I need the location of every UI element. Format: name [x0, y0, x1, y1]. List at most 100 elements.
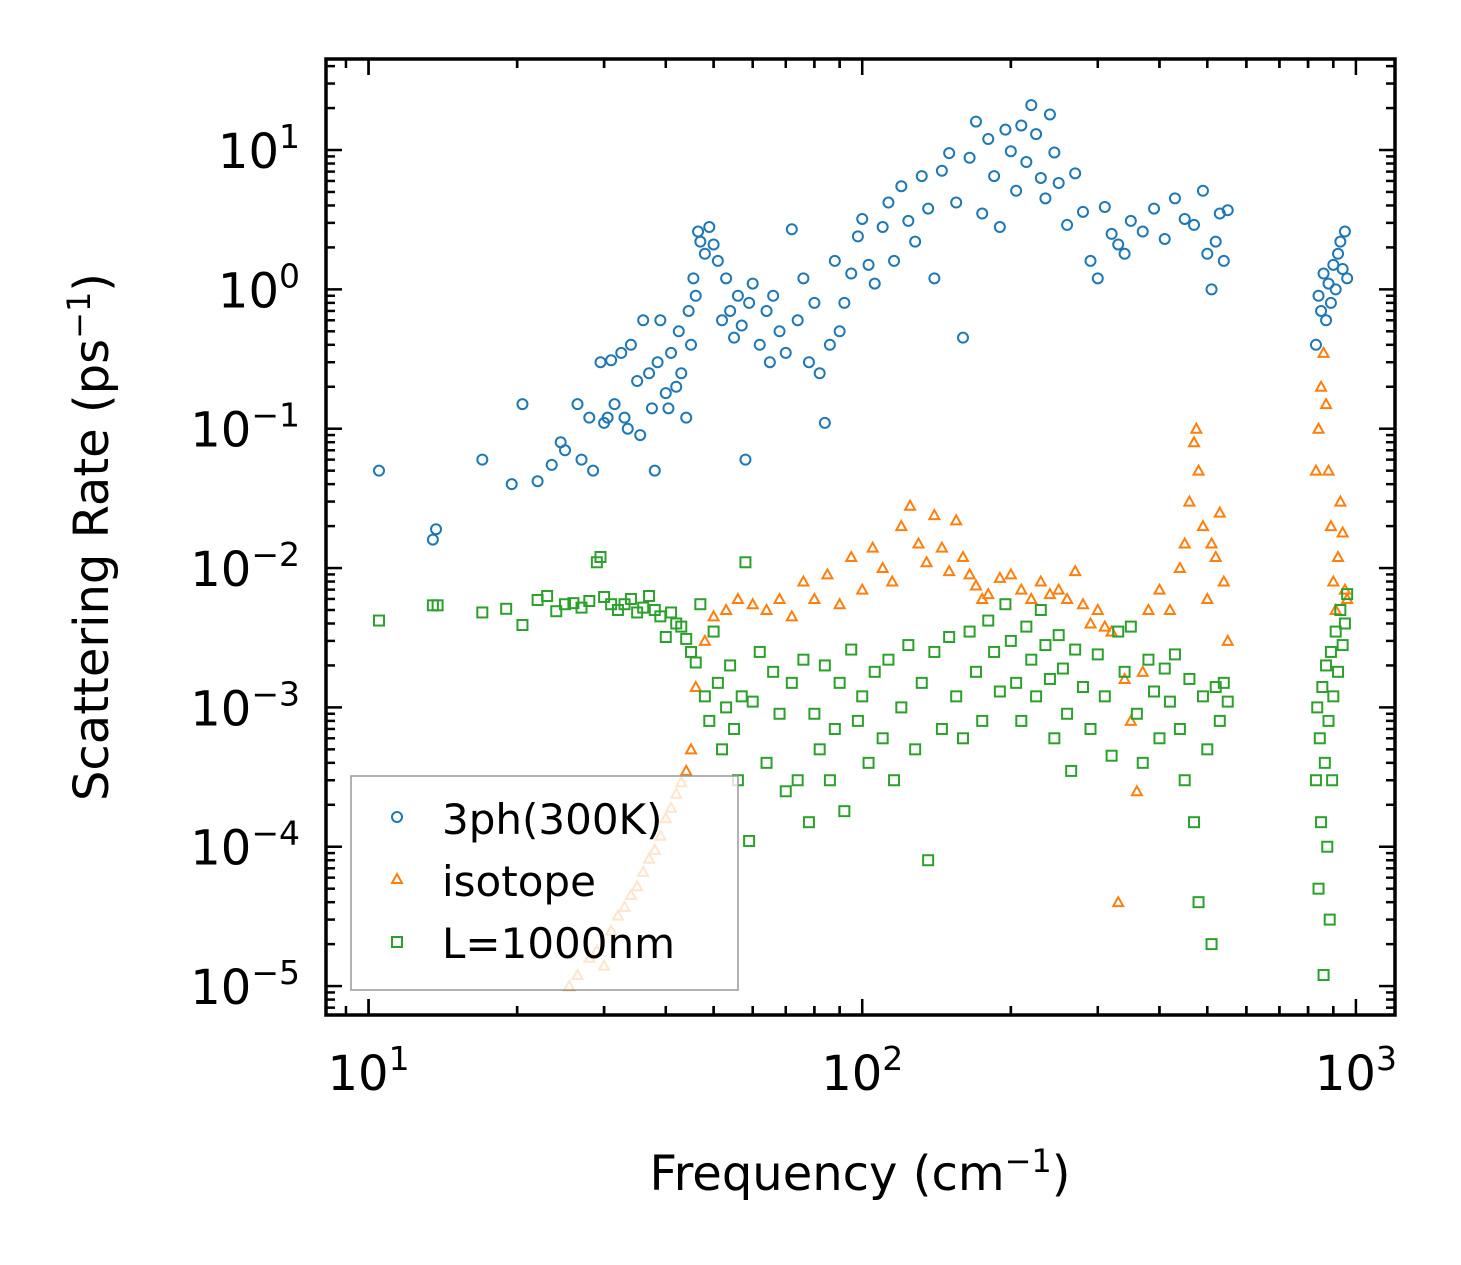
data-point [373, 464, 386, 477]
legend-label-3ph: 3ph(300K) [442, 795, 662, 844]
data-point [1124, 214, 1137, 227]
data-point [818, 659, 831, 672]
data-point [1319, 397, 1333, 410]
data-point [1326, 574, 1341, 587]
data-point [716, 743, 729, 756]
data-point [1191, 463, 1206, 476]
data-point [1043, 587, 1057, 600]
data-point [797, 272, 810, 285]
data-point [1069, 643, 1082, 656]
data-point [1048, 146, 1061, 159]
data-point [1315, 816, 1328, 829]
data-point [680, 411, 693, 424]
data-point [431, 599, 444, 612]
data-point [739, 556, 752, 569]
data-point [689, 679, 703, 693]
data-point [1034, 574, 1048, 587]
data-point [1091, 648, 1104, 661]
data-point [720, 272, 733, 285]
data-point [583, 411, 596, 424]
data-point [1163, 602, 1177, 615]
data-point [1118, 247, 1131, 260]
data-point [694, 235, 707, 248]
data-point [1052, 629, 1065, 642]
data-point [767, 665, 780, 678]
data-point [659, 630, 672, 643]
data-point [993, 570, 1007, 583]
data-point [694, 598, 707, 611]
data-point [1004, 634, 1017, 647]
data-point [808, 707, 821, 720]
data-point [1334, 603, 1347, 616]
data-point [1056, 662, 1069, 675]
data-point [1178, 212, 1191, 225]
data-point [1318, 756, 1331, 769]
data-point [1320, 659, 1333, 672]
data-point [373, 614, 386, 627]
data-point [943, 630, 956, 643]
data-point [1152, 582, 1167, 595]
data-point [1332, 247, 1345, 260]
data-point [982, 132, 995, 145]
data-point [956, 549, 970, 563]
data-point [950, 690, 963, 703]
data-point [1315, 304, 1328, 317]
data-point [1168, 192, 1181, 205]
legend-marker-boundary [391, 936, 403, 948]
data-point [759, 602, 774, 615]
data-point [1221, 695, 1234, 708]
data-point [711, 254, 724, 267]
data-point [1130, 707, 1143, 720]
data-point [689, 656, 702, 669]
data-point [928, 272, 941, 285]
data-point [1111, 895, 1125, 908]
data-point [915, 676, 928, 689]
data-point [927, 508, 942, 521]
data-point [1083, 616, 1098, 629]
data-point [719, 602, 733, 615]
data-point [1309, 338, 1322, 351]
data-point [1321, 840, 1334, 853]
data-point [943, 147, 956, 160]
data-point [1321, 463, 1336, 476]
data-point [828, 254, 841, 267]
data-point [746, 277, 759, 290]
data-point [1136, 225, 1149, 238]
data-point [828, 722, 841, 735]
data-point [935, 722, 948, 735]
data-point [1335, 525, 1350, 538]
data-point [813, 743, 826, 756]
data-point [1322, 277, 1335, 290]
data-point [1158, 662, 1171, 675]
data-point [1188, 816, 1201, 829]
data-point [785, 609, 799, 622]
data-point [773, 325, 786, 338]
data-point [1051, 582, 1066, 595]
data-point [1324, 645, 1337, 658]
data-point [919, 555, 934, 568]
y-tick-label: 10−4 [190, 814, 300, 877]
data-point [1020, 620, 1033, 633]
data-point [999, 123, 1012, 136]
data-point [1204, 536, 1219, 549]
data-point [1136, 756, 1149, 769]
data-point [753, 645, 766, 658]
data-point [1163, 695, 1176, 708]
data-point [875, 560, 890, 574]
data-point [1311, 421, 1326, 434]
data-point [1338, 617, 1351, 630]
data-point [779, 785, 792, 798]
data-point [575, 601, 588, 614]
data-point [651, 356, 664, 369]
data-point [1189, 421, 1203, 434]
data-point [833, 325, 846, 338]
data-point [1098, 690, 1111, 703]
data-point [982, 614, 995, 627]
data-point [1025, 99, 1038, 112]
data-point [797, 653, 810, 666]
data-point [1043, 108, 1056, 121]
data-point [779, 346, 792, 359]
data-point [1034, 171, 1047, 184]
data-point [703, 221, 716, 234]
data-point [724, 659, 737, 672]
